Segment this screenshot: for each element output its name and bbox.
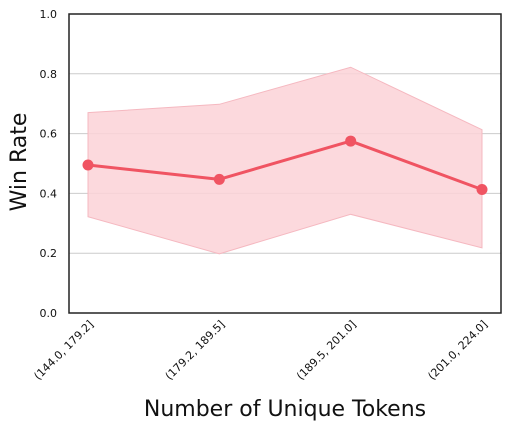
series-line: [87, 139, 483, 191]
y-tick-label: 0.2: [40, 247, 58, 260]
data-point: [82, 159, 94, 171]
data-point: [345, 135, 357, 147]
y-tick-label: 0.8: [40, 68, 58, 81]
x-tick-label: (144.0, 179.2]: [31, 318, 96, 383]
data-point: [213, 173, 225, 185]
plot-frame: [68, 13, 502, 314]
y-tick-label: 0.6: [40, 128, 58, 141]
data-points: [82, 135, 488, 196]
y-tick-label: 0.4: [40, 187, 58, 200]
y-axis-title: Win Rate: [7, 113, 32, 212]
x-tick-label: (189.5, 201.0]: [294, 318, 359, 383]
data-point: [476, 184, 488, 196]
x-axis-title: Number of Unique Tokens: [144, 397, 426, 422]
y-tick-label: 1.0: [40, 8, 58, 21]
y-tick-label: 0.0: [40, 307, 58, 320]
x-tick-label: (201.0, 224.0]: [425, 318, 490, 383]
x-tick-label: (179.2, 189.5]: [163, 318, 228, 383]
y-tick-labels: 0.0 0.2 0.4 0.6 0.8 1.0: [40, 8, 58, 320]
x-tick-labels: (144.0, 179.2] (179.2, 189.5] (189.5, 201.…: [31, 318, 490, 383]
